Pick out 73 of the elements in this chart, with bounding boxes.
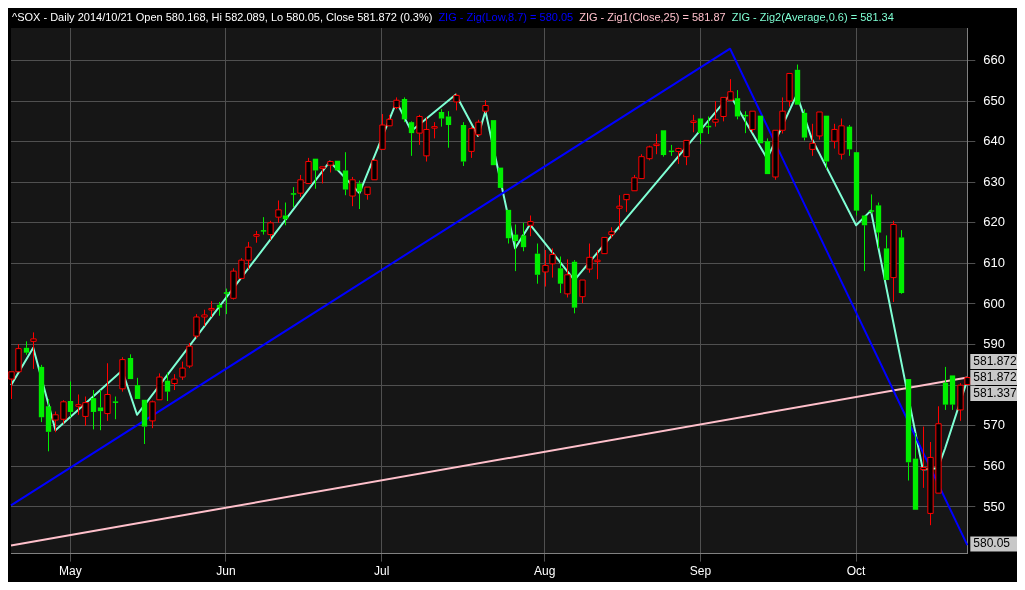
candlestick: [45, 398, 52, 452]
candlestick: [119, 356, 126, 393]
y-tick-label: 620: [983, 214, 1006, 230]
candlestick: [942, 366, 949, 411]
x-tick-label: Aug: [534, 564, 556, 579]
candlestick: [912, 432, 919, 510]
x-tick-label: Jul: [373, 564, 390, 579]
candlestick: [342, 151, 349, 196]
text: 581.872: [973, 353, 1018, 368]
x-tick-label: Sep: [689, 564, 712, 579]
candlestick: [734, 89, 741, 120]
candlestick: [868, 193, 875, 214]
candlestick: [112, 396, 119, 420]
candlestick: [949, 375, 956, 411]
candlestick: [401, 96, 408, 123]
candlestick: [794, 64, 801, 105]
candlestick: [67, 381, 74, 418]
text: 581.337: [973, 385, 1018, 400]
candlestick: [505, 209, 512, 245]
x-tick-label: May: [58, 564, 82, 579]
candlestick: [890, 220, 897, 303]
candlestick: [571, 259, 578, 314]
y-tick-label: 640: [983, 133, 1006, 149]
candlestick: [23, 340, 30, 356]
candlestick: [460, 121, 467, 167]
candlestick: [97, 389, 104, 431]
candlestick: [660, 130, 667, 158]
y-tick-label: 560: [983, 457, 1006, 473]
candlestick: [223, 288, 230, 315]
candlestick: [764, 137, 771, 175]
candlestick: [356, 180, 363, 210]
text: 580.05: [973, 536, 1011, 551]
candlestick: [290, 186, 297, 208]
y-tick-label: 660: [983, 52, 1006, 68]
y-tick-label: 570: [983, 417, 1006, 433]
y-tick-label: 650: [983, 92, 1006, 108]
candlestick: [438, 108, 445, 128]
candlestick: [898, 229, 905, 294]
chart-title: ^SOX - Daily 2014/10/21 Open 580.168, Hi 582.089, Lo 580.05, Close 581.872 (0.3%): [12, 11, 433, 23]
candlestick: [127, 353, 134, 380]
candlestick: [823, 115, 830, 170]
y-tick-label: 550: [983, 498, 1006, 514]
x-tick-label: Jun: [216, 564, 236, 579]
candlestick: [520, 222, 527, 252]
candlestick: [853, 152, 860, 217]
y-tick-label: 590: [983, 336, 1006, 352]
candlestick: [216, 301, 223, 317]
y-tick-label: 610: [983, 254, 1006, 270]
candlestick: [164, 372, 171, 402]
text: ZIG - Zig2(Average,0.6) = 581.34: [731, 11, 894, 23]
text: ZIG - Zig1(Close,25) = 581.87: [579, 11, 726, 23]
candlestick: [445, 110, 452, 149]
candlestick: [275, 199, 282, 224]
candlestick: [38, 364, 45, 423]
y-tick-label: 600: [983, 295, 1006, 311]
candlestick: [260, 216, 267, 236]
y-tick-label: 630: [983, 173, 1006, 189]
text: 581.872: [973, 369, 1018, 384]
candlestick: [875, 202, 882, 249]
candlestick: [883, 234, 890, 281]
candlestick: [30, 331, 37, 370]
candlestick: [253, 230, 260, 244]
candlestick: [557, 256, 564, 294]
candlestick: [141, 399, 148, 445]
candlestick: [846, 124, 853, 157]
candlestick: [697, 118, 704, 145]
x-tick-label: Oct: [846, 564, 867, 579]
candlestick: [801, 108, 808, 141]
candlestick: [90, 389, 97, 430]
candlestick: [534, 243, 541, 285]
candlestick: [134, 377, 141, 399]
text: ZIG - Zig(Low,8.7) = 580.05: [438, 11, 574, 23]
candlestick: [408, 122, 415, 157]
